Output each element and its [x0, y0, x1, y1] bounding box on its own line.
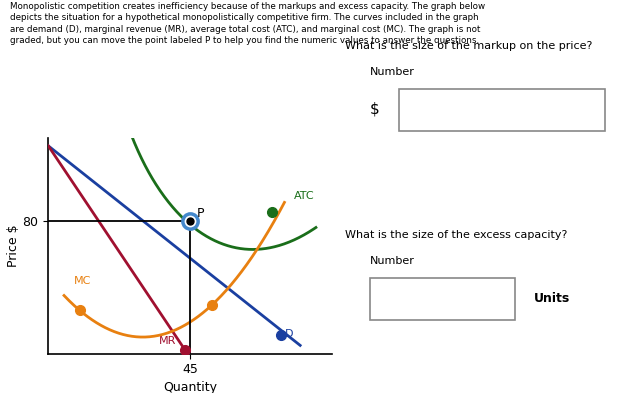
Y-axis label: Price $: Price $ — [7, 224, 20, 267]
Text: D: D — [285, 329, 293, 339]
Text: $: $ — [370, 102, 380, 117]
Text: MR: MR — [158, 336, 176, 346]
Text: Number: Number — [370, 256, 415, 266]
FancyBboxPatch shape — [370, 278, 515, 320]
Text: Monopolistic competition creates inefficiency because of the markups and excess : Monopolistic competition creates ineffic… — [10, 2, 485, 45]
Text: What is the size of the excess capacity?: What is the size of the excess capacity? — [345, 230, 567, 240]
Text: MC: MC — [73, 276, 91, 286]
Text: What is the size of the markup on the price?: What is the size of the markup on the pr… — [345, 41, 592, 51]
Text: P: P — [196, 208, 204, 220]
Text: ATC: ATC — [294, 191, 314, 201]
Text: Units: Units — [534, 292, 570, 305]
FancyBboxPatch shape — [399, 89, 605, 131]
Text: Number: Number — [370, 67, 415, 77]
X-axis label: Quantity: Quantity — [163, 380, 217, 393]
